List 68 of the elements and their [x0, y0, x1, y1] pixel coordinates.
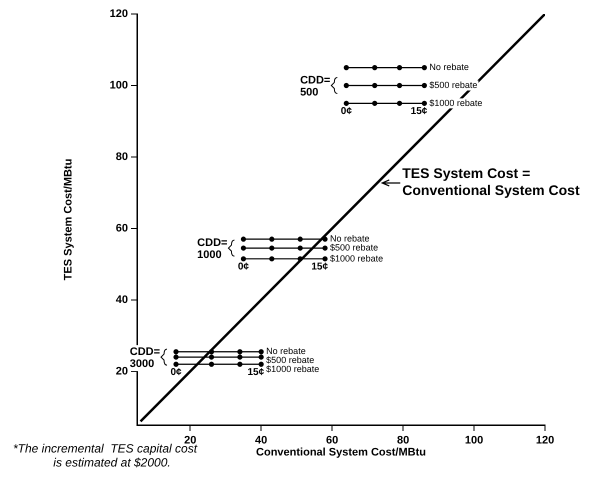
series-label: $1000 rebate: [429, 98, 482, 108]
y-tick-label: 40: [116, 294, 128, 306]
point: [269, 236, 274, 242]
y-tick-label: 60: [116, 222, 128, 234]
point: [344, 100, 349, 106]
point: [173, 349, 179, 354]
point: [269, 256, 274, 262]
x-tick-label: 100: [464, 434, 484, 447]
point: [237, 362, 242, 367]
y-tick-label: 120: [110, 8, 128, 20]
y-tick-label: 100: [110, 80, 128, 92]
series-label: $500 rebate: [330, 242, 378, 253]
point: [237, 349, 242, 354]
point: [208, 354, 214, 360]
point: [298, 245, 303, 251]
annotation: CDD= 500: [300, 74, 330, 99]
point: [344, 82, 349, 88]
point: [173, 354, 179, 360]
point: [240, 236, 246, 242]
point: [258, 349, 264, 354]
point: [396, 100, 402, 106]
point: [396, 82, 402, 88]
x-tick-label: 120: [536, 434, 554, 447]
point: [372, 82, 378, 88]
y-tick-label: 20: [116, 365, 128, 378]
series-label: $1000 rebate: [266, 364, 320, 374]
annotation: 15¢: [311, 262, 328, 273]
point: [173, 362, 179, 367]
series-label: $1000 rebate: [330, 253, 384, 264]
point: [208, 362, 214, 367]
annotation: 15¢: [247, 366, 265, 378]
point: [208, 349, 214, 354]
annotation: CDD= 3000: [130, 346, 160, 370]
point: [322, 245, 328, 251]
series-label: $500 rebate: [266, 355, 314, 366]
series-label: No rebate: [330, 234, 370, 244]
point: [240, 245, 246, 251]
point: [372, 100, 378, 106]
series-label: $500 rebate: [429, 80, 478, 90]
point: [422, 65, 427, 70]
point: [322, 236, 328, 242]
annotation: 0¢: [340, 106, 352, 118]
point: [269, 245, 274, 251]
x-tick-label: 40: [255, 434, 268, 447]
annotation: CDD= 1000: [197, 237, 228, 262]
point: [258, 362, 264, 367]
point: [422, 100, 427, 106]
point: [372, 65, 378, 70]
x-tick-label: 60: [326, 434, 338, 447]
point: [322, 256, 328, 262]
annotation: 0¢: [170, 366, 182, 378]
point: [258, 354, 264, 360]
point: [396, 65, 402, 70]
y-axis-title: TES System Cost/MBtu: [62, 158, 75, 280]
point: [237, 354, 242, 360]
annotation: TES System Cost = Conventional System Cost: [402, 164, 580, 198]
point: [422, 82, 427, 88]
annotation: 15¢: [410, 106, 428, 118]
point: [344, 65, 349, 70]
y-tick-label: 80: [116, 150, 128, 163]
x-tick-label: 80: [396, 434, 410, 447]
x-axis-title: Conventional System Cost/MBtu: [256, 446, 426, 458]
annotation: 0¢: [238, 262, 250, 273]
point: [298, 236, 303, 242]
point: [298, 256, 303, 262]
series-label: No rebate: [429, 62, 469, 72]
series-label: No rebate: [266, 346, 306, 356]
point: [240, 256, 246, 262]
